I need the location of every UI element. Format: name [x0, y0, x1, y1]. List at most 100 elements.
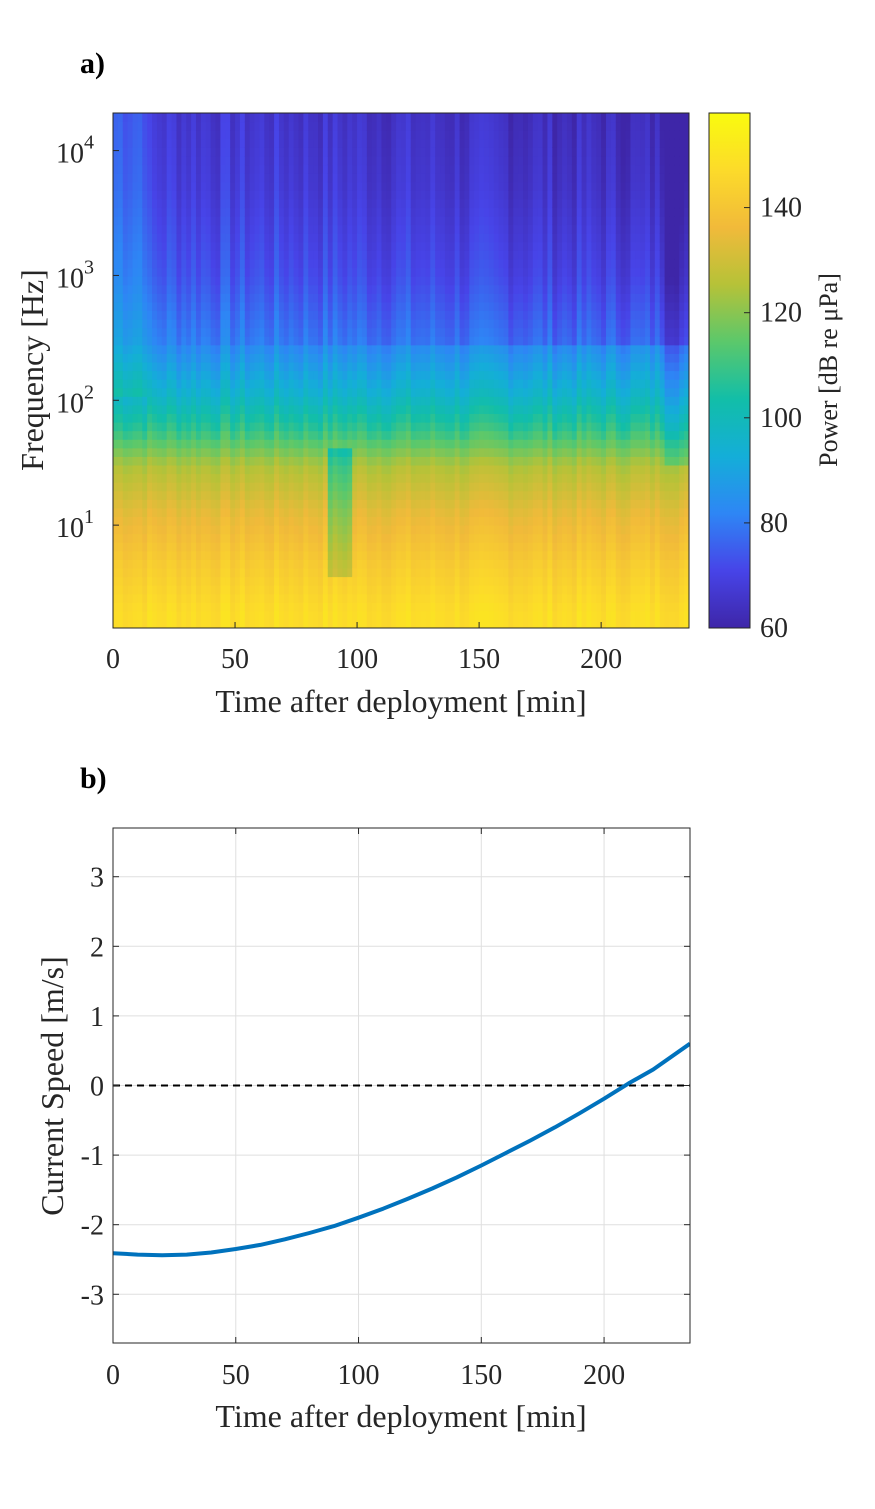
- heatmap-cell: [147, 542, 153, 552]
- heatmap-cell: [479, 507, 485, 518]
- heatmap-cell: [200, 525, 207, 535]
- heatmap-cell: [493, 276, 500, 286]
- heatmap-cell: [318, 361, 324, 372]
- heatmap-cell: [381, 224, 387, 234]
- heatmap-cell: [210, 130, 217, 140]
- heatmap-cell: [488, 507, 495, 518]
- heatmap-cell: [230, 353, 236, 363]
- heatmap-cell: [171, 533, 178, 543]
- heatmap-cell: [371, 258, 378, 269]
- heatmap-cell: [483, 310, 490, 320]
- heatmap-cell: [161, 499, 168, 509]
- heatmap-cell: [371, 567, 378, 578]
- heatmap-cell: [513, 319, 519, 329]
- heatmap-cell: [288, 533, 295, 543]
- heatmap-cell: [298, 155, 304, 166]
- heatmap-cell: [156, 610, 163, 621]
- heatmap-cell: [225, 267, 231, 277]
- heatmap-cell: [249, 559, 256, 569]
- heatmap-cell: [113, 181, 119, 191]
- heatmap-cell: [161, 258, 168, 269]
- heatmap-cell: [322, 250, 329, 260]
- heatmap-cell: [156, 447, 163, 457]
- heatmap-cell: [220, 113, 226, 123]
- heatmap-cell: [156, 567, 163, 578]
- heatmap-cell: [513, 164, 519, 174]
- heatmap-cell: [430, 361, 436, 372]
- heatmap-cell: [210, 490, 217, 500]
- heatmap-cell: [161, 130, 168, 140]
- heatmap-cell: [259, 619, 265, 628]
- heatmap-cell: [191, 284, 197, 294]
- heatmap-cell: [386, 216, 392, 226]
- heatmap-cell: [503, 379, 509, 389]
- heatmap-cell: [176, 396, 182, 406]
- heatmap-cell: [327, 216, 334, 226]
- heatmap-cell: [454, 224, 461, 234]
- heatmap-cell: [147, 473, 153, 483]
- heatmap-cell: [259, 293, 265, 303]
- heatmap-cell: [132, 173, 139, 183]
- heatmap-cell: [483, 284, 490, 294]
- heatmap-cell: [459, 585, 466, 595]
- heatmap-cell: [483, 336, 490, 346]
- heatmap-cell: [274, 499, 280, 509]
- heatmap-cell: [181, 164, 187, 174]
- heatmap-cell: [366, 396, 373, 406]
- heatmap-cell: [288, 422, 295, 432]
- heatmap-cell: [454, 473, 461, 483]
- heatmap-cell: [171, 516, 178, 526]
- heatmap-cell: [127, 181, 134, 191]
- heatmap-cell: [210, 602, 217, 612]
- heatmap-cell: [142, 413, 148, 423]
- heatmap-cell: [464, 464, 470, 475]
- heatmap-cell: [186, 207, 192, 217]
- heatmap-cell: [156, 387, 163, 397]
- heatmap-cell: [347, 439, 353, 449]
- heatmap-cell: [474, 207, 480, 217]
- heatmap-cell: [132, 379, 139, 389]
- heatmap-cell: [147, 258, 153, 269]
- heatmap-cell: [444, 319, 451, 329]
- heatmap-cell: [401, 250, 407, 260]
- heatmap-cell: [337, 507, 344, 518]
- heatmap-cell: [278, 404, 285, 415]
- heatmap-cell: [205, 336, 212, 346]
- heatmap-cell: [200, 430, 207, 440]
- heatmap-cell: [230, 190, 236, 200]
- heatmap-cell: [444, 361, 451, 372]
- heatmap-cell: [122, 344, 129, 354]
- heatmap-cell: [322, 207, 329, 217]
- heatmap-cell: [298, 370, 304, 380]
- heatmap-cell: [254, 164, 261, 174]
- heatmap-cell: [405, 258, 412, 269]
- heatmap-cell: [142, 379, 148, 389]
- heatmap-cell: [210, 336, 217, 346]
- heatmap-cell: [303, 216, 309, 226]
- heatmap-cell: [401, 576, 407, 586]
- heatmap-cell: [474, 447, 480, 457]
- heatmap-cell: [176, 276, 182, 286]
- heatmap-cell: [376, 619, 383, 628]
- heatmap-cell: [366, 190, 373, 200]
- heatmap-cell: [435, 336, 441, 346]
- heatmap-cell: [288, 164, 295, 174]
- heatmap-cell: [142, 181, 148, 191]
- heatmap-cell: [244, 490, 251, 500]
- heatmap-cell: [274, 507, 280, 518]
- heatmap-cell: [181, 396, 187, 406]
- heatmap-cell: [132, 216, 139, 226]
- heatmap-cell: [166, 198, 173, 209]
- heatmap-cell: [171, 233, 178, 243]
- heatmap-cell: [381, 207, 387, 217]
- heatmap-cell: [425, 344, 431, 354]
- heatmap-cell: [474, 301, 480, 312]
- heatmap-cell: [205, 310, 212, 320]
- heatmap-cell: [410, 361, 417, 372]
- heatmap-cell: [391, 396, 397, 406]
- heatmap-cell: [357, 173, 363, 183]
- heatmap-cell: [444, 379, 451, 389]
- heatmap-cell: [166, 267, 173, 277]
- heatmap-cell: [283, 499, 290, 509]
- heatmap-cell: [415, 499, 422, 509]
